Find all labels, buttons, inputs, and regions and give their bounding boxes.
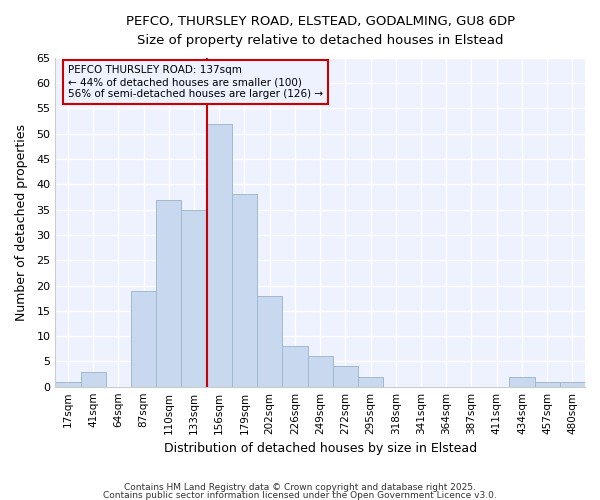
Bar xyxy=(131,290,156,386)
Bar xyxy=(55,382,80,386)
Bar xyxy=(206,124,232,386)
Y-axis label: Number of detached properties: Number of detached properties xyxy=(15,124,28,321)
Bar xyxy=(358,376,383,386)
Text: Contains HM Land Registry data © Crown copyright and database right 2025.: Contains HM Land Registry data © Crown c… xyxy=(124,484,476,492)
X-axis label: Distribution of detached houses by size in Elstead: Distribution of detached houses by size … xyxy=(164,442,477,455)
Bar xyxy=(283,346,308,387)
Bar xyxy=(156,200,181,386)
Bar xyxy=(333,366,358,386)
Bar xyxy=(535,382,560,386)
Text: PEFCO THURSLEY ROAD: 137sqm
← 44% of detached houses are smaller (100)
56% of se: PEFCO THURSLEY ROAD: 137sqm ← 44% of det… xyxy=(68,66,323,98)
Bar xyxy=(560,382,585,386)
Title: PEFCO, THURSLEY ROAD, ELSTEAD, GODALMING, GU8 6DP
Size of property relative to d: PEFCO, THURSLEY ROAD, ELSTEAD, GODALMING… xyxy=(125,15,515,47)
Bar xyxy=(232,194,257,386)
Bar xyxy=(509,376,535,386)
Bar xyxy=(181,210,206,386)
Bar xyxy=(257,296,283,386)
Bar xyxy=(308,356,333,386)
Bar xyxy=(80,372,106,386)
Text: Contains public sector information licensed under the Open Government Licence v3: Contains public sector information licen… xyxy=(103,490,497,500)
